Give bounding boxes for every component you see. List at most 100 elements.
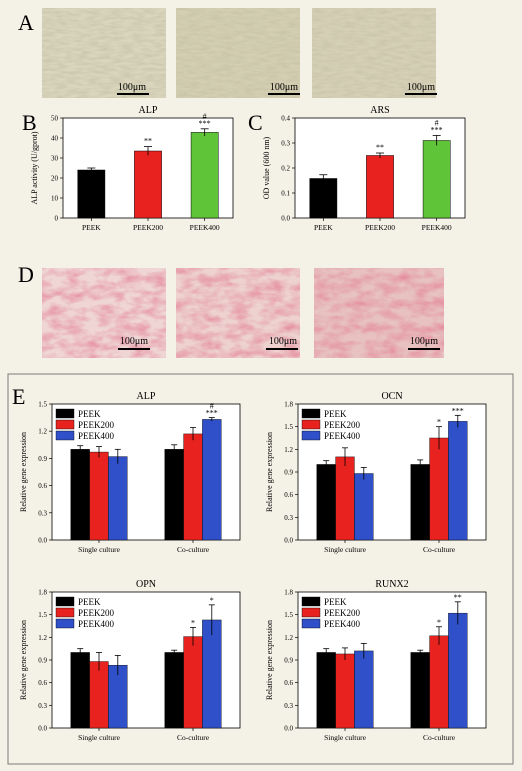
significance-marker: *	[437, 418, 441, 427]
micrograph-a2	[176, 8, 300, 98]
scale-bar-a1: 100μm	[117, 82, 149, 95]
y-tick-label: 0.9	[284, 657, 293, 665]
bar-peek	[410, 464, 430, 541]
y-tick-label: 0.9	[284, 469, 293, 477]
significance-marker: **	[454, 593, 462, 602]
y-tick-label: 0.6	[284, 491, 293, 499]
bar-peek	[70, 652, 90, 729]
y-tick-label: 0.3	[284, 514, 293, 522]
bar	[309, 178, 338, 219]
micrograph-a3	[312, 8, 436, 98]
legend-swatch	[301, 596, 321, 607]
significance-marker: *	[437, 618, 441, 627]
significance-marker: ***	[431, 126, 443, 135]
y-tick-label: 0.6	[284, 679, 293, 687]
scale-bar-label: 100μm	[118, 82, 146, 93]
chart-title: RUNX2	[375, 579, 408, 590]
x-tick-label: Co-culture	[177, 545, 210, 554]
legend-label: PEEK	[324, 597, 347, 607]
bar	[77, 169, 106, 219]
bar	[422, 140, 451, 219]
x-tick-label: PEEK400	[422, 223, 452, 232]
bar-peek200	[89, 451, 109, 541]
chart-e-ocn-gene: 0.0 0.3 0.6 0.9 1.2 1.5 1.8 OCN Relative gene ex…	[265, 391, 487, 554]
y-tick-label: 0.0	[284, 725, 293, 733]
panel-letter-b: B	[22, 110, 37, 135]
bar-peek200	[429, 635, 449, 729]
micrograph-d3	[314, 268, 444, 358]
y-tick-label: 1.5	[38, 611, 47, 619]
y-tick-label: 0.3	[38, 509, 47, 517]
legend-swatch	[301, 419, 321, 430]
legend-swatch	[301, 408, 321, 419]
significance-marker: **	[376, 143, 384, 152]
chart-e-alp-gene: 0.0 0.3 0.6 0.9 1.2 1.5 ALP Relative gene expre…	[19, 391, 241, 554]
bar-peek400	[354, 650, 374, 729]
panel-letter-a: A	[18, 10, 34, 35]
significance-marker: ***	[199, 119, 211, 128]
y-axis-label: OD value (600 nm)	[262, 136, 271, 199]
scale-bar-a3: 100μm	[405, 82, 437, 95]
bar	[366, 155, 394, 219]
bar	[134, 150, 162, 219]
scale-bar-d1: 100μm	[118, 336, 150, 350]
y-tick-label: 30	[51, 155, 59, 163]
legend-swatch	[55, 408, 75, 419]
y-tick-label: 0.6	[38, 482, 47, 490]
legend-swatch	[301, 430, 321, 441]
legend-swatch	[55, 596, 75, 607]
bar	[190, 132, 219, 219]
y-tick-label: 0.0	[284, 537, 293, 545]
y-tick-label: 0.0	[38, 537, 47, 545]
chart-title: ALP	[139, 105, 158, 116]
micrograph-d2	[176, 268, 300, 358]
panel-e-frame	[7, 373, 514, 765]
bar-peek200	[429, 437, 449, 541]
legend-label: PEEK	[78, 597, 101, 607]
legend-swatch	[301, 618, 321, 629]
significance-marker: #	[210, 402, 214, 411]
significance-marker: *	[210, 596, 214, 605]
panel-letter-d: D	[18, 262, 34, 287]
significance-marker: *	[191, 619, 195, 628]
chart-b-alp-activity: 0 10 20 30 40 50 ALP ALP activity (U/gprot) PEEK…	[30, 105, 234, 232]
panel-letter-c: C	[248, 110, 263, 135]
y-tick-label: 0.3	[38, 702, 47, 710]
bar-peek	[316, 652, 336, 729]
bar-peek200	[335, 456, 355, 541]
y-tick-label: 0.3	[281, 140, 290, 148]
bar-peek400	[108, 456, 128, 541]
x-tick-label: PEEK	[82, 223, 101, 232]
x-tick-label: PEEK	[314, 223, 333, 232]
x-tick-label: PEEK400	[190, 223, 220, 232]
scale-bar-label: 100μm	[120, 336, 148, 347]
chart-title: OPN	[136, 579, 156, 590]
bar-peek	[164, 449, 184, 541]
scale-bar-d2: 100μm	[266, 336, 298, 350]
significance-marker: #	[435, 119, 439, 128]
chart-e-runx2-gene: 0.0 0.3 0.6 0.9 1.2 1.5 1.8 RUNX2 Relative gene …	[265, 579, 487, 742]
bar-peek	[164, 652, 184, 729]
x-tick-label: PEEK200	[365, 223, 395, 232]
y-tick-label: 1.8	[284, 589, 293, 597]
bar-peek400	[202, 419, 222, 541]
bar-peek	[316, 464, 336, 541]
scale-bar-label: 100μm	[269, 336, 297, 347]
y-tick-label: 50	[51, 115, 59, 123]
legend-swatch	[301, 607, 321, 618]
y-tick-label: 1.5	[284, 423, 293, 431]
y-axis-label: Relative gene expression	[19, 620, 28, 700]
y-axis-label: ALP activity (U/gprot)	[30, 131, 39, 204]
bar-peek200	[183, 636, 203, 729]
x-tick-label: Single culture	[324, 545, 367, 554]
y-tick-label: 0.9	[38, 455, 47, 463]
legend-label: PEEK400	[324, 431, 361, 441]
scale-bar-label: 100μm	[410, 336, 438, 347]
x-tick-label: Co-culture	[423, 545, 456, 554]
chart-e-opn-gene: 0.0 0.3 0.6 0.9 1.2 1.5 1.8 OPN Relative gene ex…	[19, 579, 241, 742]
legend-label: PEEK200	[78, 420, 115, 430]
x-tick-label: Co-culture	[177, 733, 210, 742]
panel-letter-e: E	[12, 384, 25, 409]
bar-peek200	[89, 661, 109, 729]
